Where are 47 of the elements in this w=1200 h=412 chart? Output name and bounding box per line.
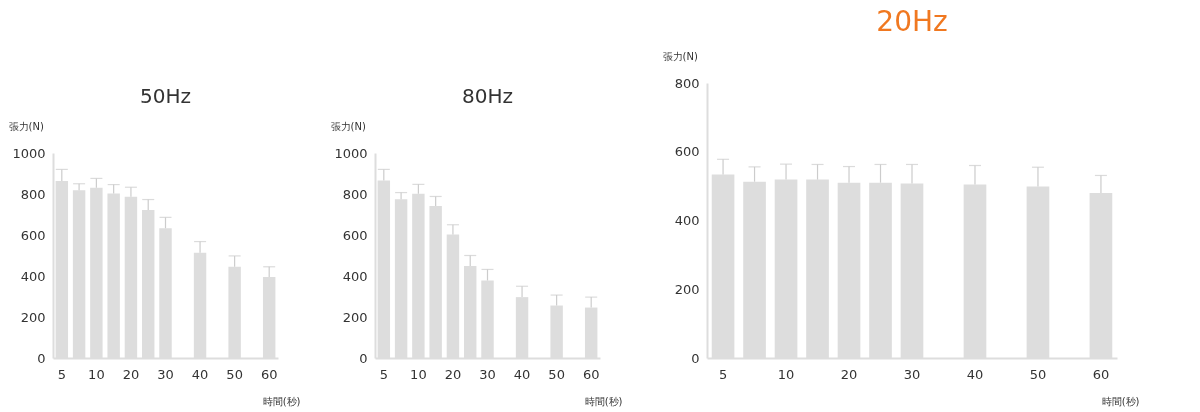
x-tick-label: 20 bbox=[122, 366, 140, 382]
x-axis-title: 時間(秒) bbox=[584, 395, 623, 407]
x-tick-label: 5 bbox=[379, 366, 388, 382]
x-tick-label: 50 bbox=[226, 366, 243, 382]
x-tick-label: 5 bbox=[57, 366, 66, 382]
y-tick-label: 1000 bbox=[12, 145, 46, 161]
x-tick-label: 10 bbox=[88, 366, 105, 382]
x-tick-label: 40 bbox=[966, 366, 984, 382]
y-axis-title: 張力(N) bbox=[330, 120, 366, 132]
y-axis-title: 張力(N) bbox=[8, 120, 44, 132]
y-tick-label: 400 bbox=[20, 268, 46, 284]
x-tick-label: 40 bbox=[513, 366, 531, 382]
x-tick-label: 40 bbox=[191, 366, 209, 382]
y-tick-label: 200 bbox=[674, 281, 700, 297]
x-tick-label: 60 bbox=[1092, 366, 1110, 382]
x-tick-label: 50 bbox=[1029, 366, 1047, 382]
chart-title: 50Hz bbox=[140, 84, 191, 108]
chart-title: 80Hz bbox=[462, 84, 513, 108]
y-tick-label: 400 bbox=[342, 268, 368, 284]
x-tick-label: 30 bbox=[157, 366, 174, 382]
x-tick-label: 30 bbox=[903, 366, 921, 382]
x-tick-label: 10 bbox=[777, 366, 795, 382]
y-tick-label: 800 bbox=[674, 75, 700, 91]
y-tick-label: 800 bbox=[342, 186, 368, 202]
y-tick-label: 200 bbox=[342, 309, 368, 325]
y-tick-label: 200 bbox=[20, 309, 46, 325]
y-tick-label: 600 bbox=[674, 144, 700, 160]
x-axis-title: 時間(秒) bbox=[262, 395, 301, 407]
x-tick-label: 50 bbox=[548, 366, 565, 382]
x-tick-label: 20 bbox=[840, 366, 858, 382]
chart-title: 20Hz bbox=[876, 5, 948, 38]
y-axis-title: 張力(N) bbox=[662, 50, 698, 62]
y-tick-label: 0 bbox=[691, 350, 700, 366]
x-axis-title: 時間(秒) bbox=[1101, 395, 1140, 407]
y-tick-label: 0 bbox=[359, 350, 368, 366]
x-tick-label: 60 bbox=[582, 366, 600, 382]
x-tick-label: 30 bbox=[479, 366, 496, 382]
y-tick-label: 600 bbox=[342, 227, 368, 243]
x-tick-label: 20 bbox=[444, 366, 462, 382]
y-tick-label: 800 bbox=[20, 186, 46, 202]
x-tick-label: 60 bbox=[260, 366, 278, 382]
y-tick-label: 1000 bbox=[334, 145, 368, 161]
y-tick-label: 600 bbox=[20, 227, 46, 243]
y-tick-label: 0 bbox=[37, 350, 46, 366]
x-tick-label: 10 bbox=[410, 366, 427, 382]
x-tick-label: 5 bbox=[718, 366, 728, 382]
y-tick-label: 400 bbox=[674, 213, 700, 228]
